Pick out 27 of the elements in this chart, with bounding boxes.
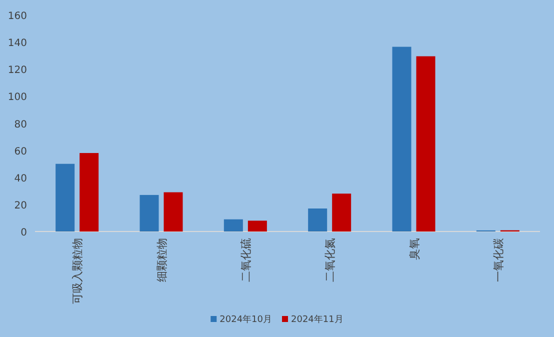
y-tick-label: 120 xyxy=(8,65,27,76)
bar xyxy=(224,219,243,232)
legend-label: 2024年11月 xyxy=(291,314,344,325)
bar xyxy=(248,220,267,232)
bar xyxy=(164,192,183,232)
y-tick-label: 140 xyxy=(8,38,27,50)
x-tick-label: 臭氧 xyxy=(408,238,421,260)
y-tick-label: 60 xyxy=(14,146,27,158)
bar xyxy=(308,208,328,232)
y-tick-label: 80 xyxy=(14,119,27,130)
x-tick-label: 二氧化氮 xyxy=(324,238,337,282)
bar xyxy=(416,56,436,232)
legend-label: 2024年10月 xyxy=(220,314,272,325)
x-tick-label: 二氧化硫 xyxy=(239,238,252,282)
y-tick-label: 40 xyxy=(14,173,27,184)
bar xyxy=(332,194,352,232)
x-tick-label: 一氧化碳 xyxy=(492,238,505,282)
bar xyxy=(140,194,159,232)
x-tick-label: 可吸入颗粒物 xyxy=(71,238,84,304)
y-tick-label: 0 xyxy=(20,228,27,238)
bar xyxy=(56,164,75,232)
y-tick-label: 20 xyxy=(14,200,27,212)
bar xyxy=(80,153,99,232)
x-tick-label: 细颗粒物 xyxy=(155,238,168,282)
y-tick-label: 160 xyxy=(8,11,27,22)
bar xyxy=(392,46,412,232)
y-tick-label: 100 xyxy=(8,92,27,104)
